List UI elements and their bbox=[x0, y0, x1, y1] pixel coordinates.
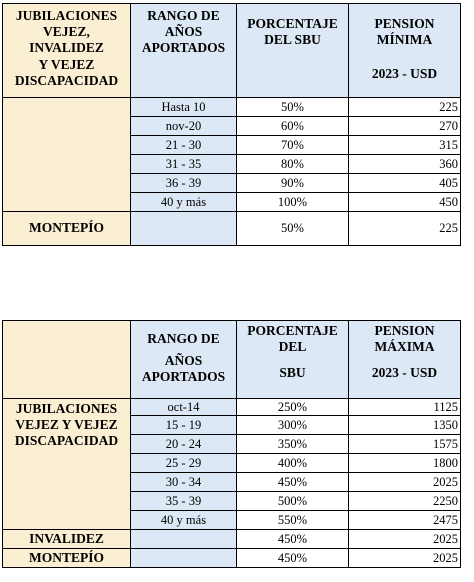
pension-header: PENSION MÁXIMA 2023 - USD bbox=[348, 320, 461, 399]
range-cell: oct-14 bbox=[130, 398, 237, 416]
category-header-line: INVALIDEZ bbox=[29, 40, 104, 56]
amount-cell: 1575 bbox=[348, 434, 461, 454]
range-cell: 25 - 29 bbox=[130, 453, 237, 473]
percent-cell: 70% bbox=[236, 135, 349, 155]
category-line: JUBILACIONES bbox=[15, 401, 118, 416]
amount-cell: 2025 bbox=[348, 472, 461, 492]
category-line: VEJEZ Y VEJEZ bbox=[15, 417, 118, 433]
percent-cell: 90% bbox=[236, 173, 349, 193]
amount-cell: 315 bbox=[348, 135, 461, 155]
percent-header-line: DEL SBU bbox=[264, 32, 321, 48]
percent-header-line: PORCENTAJE bbox=[247, 16, 338, 31]
percent-cell: 450% bbox=[236, 529, 349, 549]
amount-cell: 360 bbox=[348, 154, 461, 174]
range-cell: Hasta 10 bbox=[130, 97, 237, 117]
amount-cell: 1800 bbox=[348, 453, 461, 473]
category-header-line: Y VEJEZ bbox=[38, 56, 95, 72]
range-cell: 35 - 39 bbox=[130, 491, 237, 511]
category-header-line: JUBILACIONES bbox=[15, 8, 118, 23]
range-header-line: AÑOS bbox=[164, 353, 203, 369]
percent-header-line: PORCENTAJE bbox=[247, 323, 338, 338]
percent-cell: 500% bbox=[236, 491, 349, 511]
range-cell: 36 - 39 bbox=[130, 173, 237, 193]
range-cell bbox=[130, 211, 237, 246]
pension-header-line: 2023 - USD bbox=[371, 365, 438, 381]
range-cell: 15 - 19 bbox=[130, 415, 237, 435]
range-header-line: AÑOS bbox=[164, 24, 203, 40]
amount-cell: 2475 bbox=[348, 510, 461, 530]
range-cell bbox=[130, 529, 237, 549]
category-header bbox=[2, 320, 131, 399]
pension-header-line: MÁXIMA bbox=[374, 339, 435, 355]
percent-header: PORCENTAJE DEL SBU bbox=[236, 3, 349, 98]
percent-cell: 350% bbox=[236, 434, 349, 454]
range-header-line: RANGO DE bbox=[147, 331, 220, 346]
amount-cell: 1125 bbox=[348, 398, 461, 416]
range-cell: 21 - 30 bbox=[130, 135, 237, 155]
amount-cell: 450 bbox=[348, 192, 461, 212]
percent-cell: 100% bbox=[236, 192, 349, 212]
amount-cell: 225 bbox=[348, 211, 461, 246]
pension-header-line: 2023 - USD bbox=[371, 66, 438, 82]
range-header: RANGO DE AÑOS APORTADOS bbox=[130, 320, 237, 399]
pension-header-line: PENSION bbox=[374, 323, 435, 338]
montepio-label: MONTEPÍO bbox=[2, 548, 131, 568]
percent-cell: 450% bbox=[236, 548, 349, 568]
category-cell bbox=[2, 97, 131, 212]
range-cell bbox=[130, 548, 237, 568]
percent-cell: 60% bbox=[236, 116, 349, 136]
category-header-line: DISCAPACIDAD bbox=[14, 72, 119, 88]
amount-cell: 2250 bbox=[348, 491, 461, 511]
percent-header-line: DEL bbox=[278, 339, 307, 355]
range-header-line: APORTADOS bbox=[141, 369, 226, 385]
amount-cell: 2025 bbox=[348, 529, 461, 549]
percent-cell: 550% bbox=[236, 510, 349, 530]
pension-header: PENSION MÍNIMA 2023 - USD bbox=[348, 3, 461, 98]
range-cell: 30 - 34 bbox=[130, 472, 237, 492]
percent-cell: 50% bbox=[236, 211, 349, 246]
invalidez-label: INVALIDEZ bbox=[2, 529, 131, 549]
range-cell: nov-20 bbox=[130, 116, 237, 136]
amount-cell: 405 bbox=[348, 173, 461, 193]
range-header: RANGO DE AÑOS APORTADOS bbox=[130, 3, 237, 98]
pension-header-line: MÍNIMA bbox=[376, 32, 433, 48]
category-line: DISCAPACIDAD bbox=[14, 433, 119, 449]
pension-header-line: PENSION bbox=[374, 16, 435, 31]
amount-cell: 225 bbox=[348, 97, 461, 117]
amount-cell: 1350 bbox=[348, 415, 461, 435]
percent-cell: 50% bbox=[236, 97, 349, 117]
range-header-line: RANGO DE bbox=[147, 8, 220, 23]
pension-maxima-table: RANGO DE AÑOS APORTADOS PORCENTAJE DEL S… bbox=[2, 320, 461, 568]
range-cell: 31 - 35 bbox=[130, 154, 237, 174]
range-cell: 20 - 24 bbox=[130, 434, 237, 454]
percent-cell: 250% bbox=[236, 398, 349, 416]
range-cell: 40 y más bbox=[130, 192, 237, 212]
percent-cell: 400% bbox=[236, 453, 349, 473]
category-header-line: VEJEZ, bbox=[43, 24, 90, 40]
percent-header: PORCENTAJE DEL SBU bbox=[236, 320, 349, 399]
amount-cell: 2025 bbox=[348, 548, 461, 568]
range-header-line: APORTADOS bbox=[141, 40, 226, 56]
percent-header-line: SBU bbox=[279, 365, 306, 381]
percent-cell: 450% bbox=[236, 472, 349, 492]
category-header: JUBILACIONES VEJEZ, INVALIDEZ Y VEJEZ DI… bbox=[2, 3, 131, 98]
pension-minima-table: JUBILACIONES VEJEZ, INVALIDEZ Y VEJEZ DI… bbox=[2, 3, 461, 246]
percent-cell: 80% bbox=[236, 154, 349, 174]
range-cell: 40 y más bbox=[130, 510, 237, 530]
amount-cell: 270 bbox=[348, 116, 461, 136]
montepio-label: MONTEPÍO bbox=[2, 211, 131, 246]
category-cell: JUBILACIONES VEJEZ Y VEJEZ DISCAPACIDAD bbox=[2, 398, 131, 530]
percent-cell: 300% bbox=[236, 415, 349, 435]
